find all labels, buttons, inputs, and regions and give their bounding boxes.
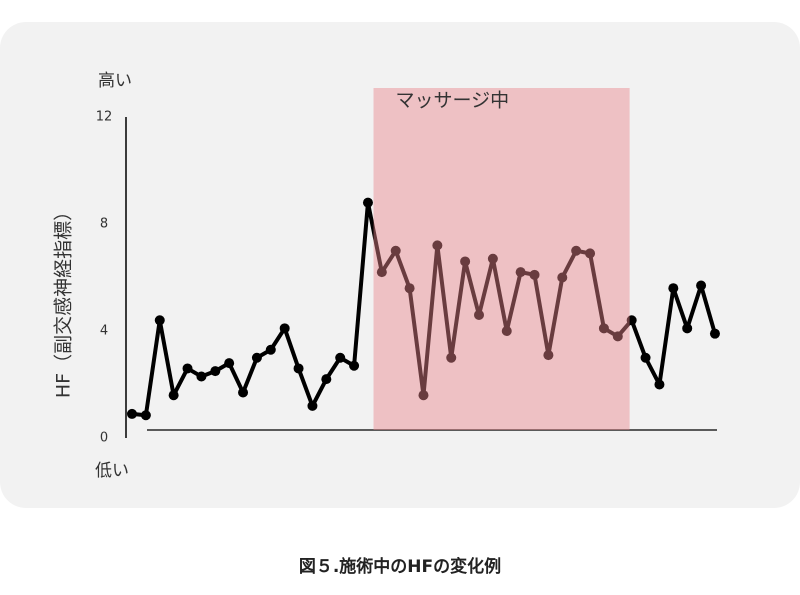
point [335, 352, 346, 363]
y-axis-label: HF（副交感神経指標） [53, 202, 75, 398]
point [376, 267, 387, 278]
point [362, 197, 373, 208]
point [474, 309, 484, 320]
region-label: マッサージ中 [396, 90, 510, 112]
point [404, 283, 415, 294]
y-top-label: 高い [98, 71, 132, 91]
point [668, 283, 679, 294]
point [168, 390, 179, 401]
point [279, 323, 290, 334]
point [446, 352, 457, 363]
y-tick-label: 8 [100, 217, 108, 232]
point [265, 344, 276, 355]
point [626, 315, 637, 326]
y-tick-label: 4 [100, 324, 108, 339]
point [557, 272, 568, 283]
point [127, 408, 137, 419]
point [585, 248, 596, 259]
point [529, 269, 540, 280]
y-tick-label: 12 [96, 110, 113, 125]
point [543, 350, 554, 361]
point [238, 387, 249, 398]
point [140, 410, 151, 421]
point [418, 390, 429, 401]
point [571, 245, 582, 256]
point [321, 374, 332, 385]
caption: 図５.施術中のHFの変化例 [299, 556, 501, 577]
point [196, 371, 207, 382]
point [251, 352, 262, 363]
point [654, 379, 665, 390]
point [460, 256, 471, 267]
point [598, 323, 609, 334]
point [515, 267, 526, 278]
y-bottom-label: 低い [95, 461, 129, 481]
point [210, 366, 221, 377]
point [709, 328, 720, 339]
point [432, 240, 443, 251]
point [349, 360, 360, 371]
point [154, 315, 165, 326]
point [293, 363, 304, 374]
point [640, 352, 651, 363]
point [224, 358, 235, 369]
point [307, 400, 318, 411]
point [487, 253, 498, 264]
y-tick-label: 0 [100, 431, 108, 446]
point [182, 363, 193, 374]
point [612, 331, 623, 342]
point [390, 245, 401, 256]
point [696, 280, 707, 291]
point [682, 323, 693, 334]
point [501, 326, 512, 336]
shaded-region [373, 88, 630, 430]
